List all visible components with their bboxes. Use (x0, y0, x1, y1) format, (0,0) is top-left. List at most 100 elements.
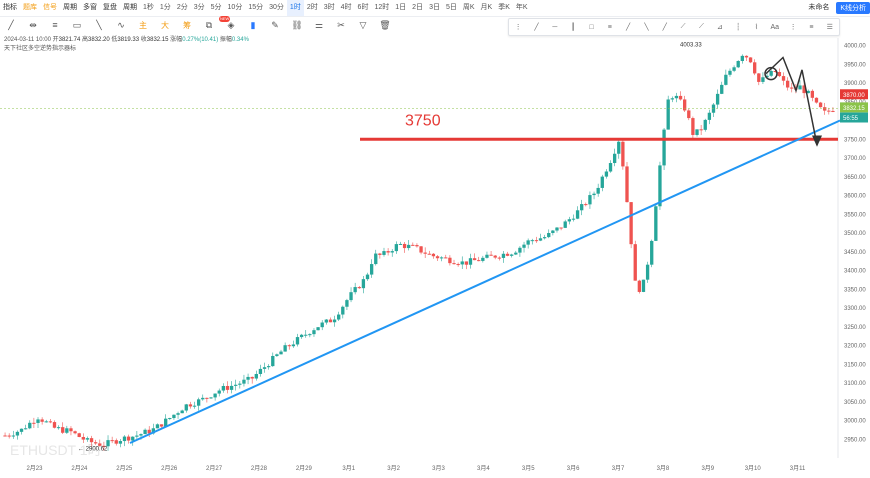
candle-body (106, 440, 110, 447)
timeframe-13[interactable]: 12时 (374, 4, 390, 11)
candle-body (192, 405, 197, 407)
candle-body (464, 261, 469, 265)
draw-tool-4-icon[interactable]: □ (589, 23, 594, 31)
y-tick-label: 2950.00 (844, 437, 866, 443)
candle-body (481, 257, 485, 261)
rect-tool-icon[interactable]: ▭ (72, 19, 82, 30)
draw-tool-9-icon[interactable]: ⟋ (680, 23, 686, 30)
account-name[interactable]: 未命名 (808, 4, 830, 11)
candle-body (205, 397, 209, 399)
indicator-button[interactable]: 指标 (3, 4, 17, 11)
parallel-tool-icon[interactable]: ≡ (52, 20, 58, 30)
candle-body (814, 97, 819, 103)
draw-tool-15-icon[interactable]: ⋮ (789, 24, 797, 31)
candle-body (435, 256, 440, 259)
ruler-icon[interactable]: ⚌ (314, 19, 324, 30)
timeframe-9[interactable]: 2时 (306, 4, 318, 11)
candle-body (378, 253, 382, 255)
channel-tool-icon[interactable]: ╲ (96, 19, 102, 30)
candle-body (477, 260, 481, 262)
draw-tool-3-icon[interactable]: ┃ (571, 24, 576, 31)
candle-body (126, 436, 131, 441)
measure-icon[interactable]: ✂ (337, 19, 345, 30)
draw-tool-1-icon[interactable]: ╱ (534, 24, 539, 31)
shape-icon[interactable]: ◈ (227, 19, 235, 30)
candle-body (19, 428, 24, 432)
x-tick-label: 2月28 (251, 465, 268, 472)
timeframe-14[interactable]: 1日 (395, 4, 407, 11)
signal-button[interactable]: 信号 (43, 4, 57, 11)
candle-body (687, 110, 691, 119)
timeframe-15[interactable]: 2日 (412, 4, 424, 11)
candle-body (407, 244, 411, 249)
timeframe-21[interactable]: 年K (515, 4, 528, 11)
timeframe-5[interactable]: 10分 (227, 4, 243, 11)
timeframe-16[interactable]: 3日 (429, 4, 440, 11)
candle-body (608, 163, 613, 172)
replay-button[interactable]: 复盘 (103, 4, 117, 11)
timeframe-4[interactable]: 5分 (210, 4, 222, 11)
period-label[interactable]: 周期 (123, 4, 137, 11)
draw-tool-5-icon[interactable]: ≡ (607, 23, 612, 31)
timeframe-1[interactable]: 1分 (159, 4, 171, 11)
draw-tool-0-icon[interactable]: ⋮ (514, 24, 522, 31)
arrow-head (812, 135, 822, 147)
candle-body (398, 243, 403, 245)
bookmark-icon[interactable]: ▮ (250, 19, 256, 30)
main-force-button[interactable]: 主 (139, 20, 147, 30)
question-bank-button[interactable]: 题库 (23, 4, 37, 11)
timeframe-6[interactable]: 15分 (248, 4, 264, 11)
timeframe-19[interactable]: 月K (480, 4, 493, 11)
big-order-button[interactable]: 大 (161, 20, 169, 30)
candle-body (196, 399, 201, 406)
ohlc-info: 2024-03-11 10:00 开3821.74 高3832.20 低3819… (4, 36, 249, 54)
brush-icon[interactable]: ✎ (271, 19, 279, 30)
chips-button[interactable]: 筹 (183, 20, 191, 30)
draw-tool-16-icon[interactable]: ≡ (809, 23, 814, 31)
timeframe-11[interactable]: 4时 (340, 4, 352, 11)
candle-body (143, 429, 147, 435)
candle-body (394, 244, 399, 252)
drawn-circle (764, 66, 778, 81)
draw-tool-8-icon[interactable]: ╱ (662, 24, 667, 31)
draw-tool-6-icon[interactable]: ╱ (626, 24, 631, 31)
draw-tool-2-icon[interactable]: ─ (552, 23, 558, 31)
link-icon[interactable]: ⛓ (291, 19, 303, 30)
timeframe-8[interactable]: 1时 (286, 0, 304, 16)
candle-body (131, 436, 135, 441)
kline-analysis-button[interactable]: K线分析 (836, 2, 870, 14)
timeframe-18[interactable]: 周K (462, 4, 475, 11)
candle-body (291, 344, 296, 347)
timeframe-3[interactable]: 3分 (193, 4, 205, 11)
draw-tool-11-icon[interactable]: ⊿ (716, 24, 723, 31)
timeframe-20[interactable]: 季K (498, 4, 510, 11)
timeframe-7[interactable]: 30分 (269, 4, 284, 11)
timeframe-17[interactable]: 5日 (445, 4, 457, 11)
copy-icon[interactable]: ⧉ (205, 19, 213, 30)
draw-tool-14-icon[interactable]: Aa (770, 23, 780, 31)
candle-body (110, 440, 114, 442)
candle-body (720, 84, 724, 94)
candle-body (246, 376, 250, 380)
hline-tool-icon[interactable]: ⇹ (29, 19, 37, 30)
period-button[interactable]: 周期 (63, 4, 77, 11)
filter-icon[interactable]: ▽ (359, 19, 367, 30)
timeframe-0[interactable]: 1秒 (143, 4, 154, 11)
draw-tool-7-icon[interactable]: ╲ (644, 24, 649, 31)
curve-tool-icon[interactable]: ∿ (117, 19, 125, 30)
draw-tool-17-icon[interactable]: ☰ (826, 24, 833, 31)
trendline[interactable] (129, 119, 841, 444)
draw-tool-13-icon[interactable]: ⌇ (754, 24, 759, 31)
multi-window-button[interactable]: 多窗 (83, 4, 97, 11)
x-tick-label: 3月10 (745, 465, 762, 472)
timeframe-2[interactable]: 2分 (176, 4, 188, 11)
draw-tool-12-icon[interactable]: ┆ (735, 24, 741, 31)
watermark: ETHUSDT 1时 (10, 442, 102, 458)
candle-body (695, 129, 699, 135)
trash-icon[interactable]: 🗑 (379, 19, 391, 30)
line-tool-icon[interactable]: ╱ (8, 19, 14, 30)
timeframe-12[interactable]: 6时 (357, 4, 369, 11)
timeframe-10[interactable]: 3时 (323, 4, 335, 11)
draw-tool-10-icon[interactable]: ⟋ (698, 23, 704, 30)
